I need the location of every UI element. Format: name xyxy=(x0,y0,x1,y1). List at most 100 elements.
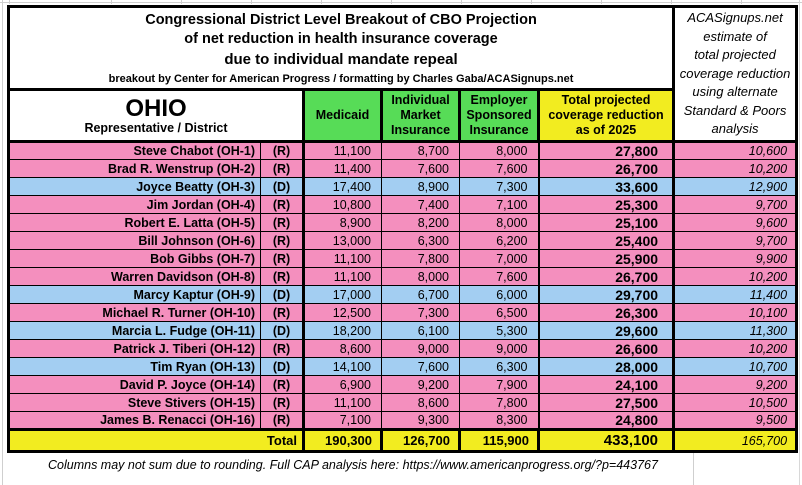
medicaid-value[interactable]: 12,500 xyxy=(303,303,382,322)
column-header-employer-sponsored[interactable]: Employer Sponsored Insurance xyxy=(458,88,540,143)
individual-market-value[interactable]: 9,000 xyxy=(381,339,460,358)
total-projected-value[interactable]: 33,600 xyxy=(537,177,676,196)
party-label[interactable]: (D) xyxy=(260,357,305,376)
medicaid-value[interactable]: 13,000 xyxy=(303,231,382,250)
representative-name[interactable]: Jim Jordan (OH-4) xyxy=(8,195,261,214)
party-label[interactable]: (D) xyxy=(260,177,305,196)
representative-name[interactable]: Joyce Beatty (OH-3) xyxy=(8,177,261,196)
acasignups-estimate-value[interactable]: 9,700 xyxy=(673,195,798,214)
representative-name[interactable]: Michael R. Turner (OH-10) xyxy=(8,303,261,322)
acasignups-estimate-value[interactable]: 10,200 xyxy=(673,267,798,286)
acasignups-estimate-value[interactable]: 9,500 xyxy=(673,411,798,430)
acasignups-estimate-value[interactable]: 9,200 xyxy=(673,375,798,394)
individual-market-value[interactable]: 7,400 xyxy=(381,195,460,214)
column-header-individual-market[interactable]: Individual Market Insurance xyxy=(380,88,461,143)
total-projected-value[interactable]: 27,800 xyxy=(537,141,676,160)
medicaid-value[interactable]: 14,100 xyxy=(303,357,382,376)
medicaid-value[interactable]: 17,400 xyxy=(303,177,382,196)
representative-name[interactable]: Warren Davidson (OH-8) xyxy=(8,267,261,286)
total-projected-value[interactable]: 25,300 xyxy=(537,195,676,214)
grand-total-value[interactable]: 433,100 xyxy=(536,428,676,453)
representative-name[interactable]: David P. Joyce (OH-14) xyxy=(8,375,261,394)
employer-sponsored-value[interactable]: 8,000 xyxy=(459,213,539,232)
acasignups-estimate-value[interactable]: 9,900 xyxy=(673,249,798,268)
acasignups-estimate-value[interactable]: 10,600 xyxy=(673,141,798,160)
party-label[interactable]: (R) xyxy=(260,393,305,412)
total-projected-value[interactable]: 26,700 xyxy=(537,267,676,286)
party-label[interactable]: (R) xyxy=(260,159,305,178)
medicaid-value[interactable]: 11,400 xyxy=(303,159,382,178)
medicaid-value[interactable]: 11,100 xyxy=(303,393,382,412)
party-label[interactable]: (R) xyxy=(260,141,305,160)
acasignups-estimate-value[interactable]: 10,200 xyxy=(673,159,798,178)
acasignups-estimate-value[interactable]: 12,900 xyxy=(673,177,798,196)
representative-name[interactable]: Steve Stivers (OH-15) xyxy=(8,393,261,412)
acasignups-estimate-value[interactable]: 10,200 xyxy=(673,339,798,358)
individual-market-value[interactable]: 8,600 xyxy=(381,393,460,412)
employer-sponsored-value[interactable]: 8,300 xyxy=(459,411,539,430)
total-projected-value[interactable]: 25,900 xyxy=(537,249,676,268)
individual-market-value[interactable]: 8,900 xyxy=(381,177,460,196)
employer-sponsored-value[interactable]: 7,300 xyxy=(459,177,539,196)
total-projected-value[interactable]: 25,400 xyxy=(537,231,676,250)
table-title[interactable]: Congressional District Level Breakout of… xyxy=(7,6,676,91)
individual-market-value[interactable]: 8,000 xyxy=(381,267,460,286)
total-projected-value[interactable]: 28,000 xyxy=(537,357,676,376)
party-label[interactable]: (R) xyxy=(260,339,305,358)
medicaid-value[interactable]: 8,900 xyxy=(303,213,382,232)
employer-sponsored-value[interactable]: 7,000 xyxy=(459,249,539,268)
individual-market-value[interactable]: 6,300 xyxy=(381,231,460,250)
acasignups-estimate-value[interactable]: 9,700 xyxy=(673,231,798,250)
representative-name[interactable]: Brad R. Wenstrup (OH-2) xyxy=(8,159,261,178)
medicaid-value[interactable]: 8,600 xyxy=(303,339,382,358)
column-header-medicaid[interactable]: Medicaid xyxy=(302,88,383,143)
acasignups-estimate-value[interactable]: 10,100 xyxy=(673,303,798,322)
employer-sponsored-value[interactable]: 5,300 xyxy=(459,321,539,340)
individual-market-value[interactable]: 6,100 xyxy=(381,321,460,340)
individual-market-value[interactable]: 6,700 xyxy=(381,285,460,304)
total-projected-value[interactable]: 26,700 xyxy=(537,159,676,178)
medicaid-value[interactable]: 18,200 xyxy=(303,321,382,340)
medicaid-value[interactable]: 10,800 xyxy=(303,195,382,214)
total-employer-sponsored-value[interactable]: 115,900 xyxy=(458,428,540,453)
representative-name[interactable]: Bill Johnson (OH-6) xyxy=(8,231,261,250)
total-projected-value[interactable]: 29,700 xyxy=(537,285,676,304)
employer-sponsored-value[interactable]: 6,500 xyxy=(459,303,539,322)
acasignups-estimate-header[interactable]: ACASignups.net estimate of total project… xyxy=(672,6,798,143)
party-label[interactable]: (R) xyxy=(260,411,305,430)
employer-sponsored-value[interactable]: 7,800 xyxy=(459,393,539,412)
individual-market-value[interactable]: 7,800 xyxy=(381,249,460,268)
total-projected-value[interactable]: 27,500 xyxy=(537,393,676,412)
total-label[interactable]: Total xyxy=(7,428,305,453)
acasignups-estimate-value[interactable]: 10,500 xyxy=(673,393,798,412)
party-label[interactable]: (R) xyxy=(260,249,305,268)
representative-name[interactable]: Patrick J. Tiberi (OH-12) xyxy=(8,339,261,358)
total-projected-value[interactable]: 26,600 xyxy=(537,339,676,358)
employer-sponsored-value[interactable]: 7,900 xyxy=(459,375,539,394)
party-label[interactable]: (R) xyxy=(260,213,305,232)
total-projected-value[interactable]: 29,600 xyxy=(537,321,676,340)
party-label[interactable]: (R) xyxy=(260,375,305,394)
column-header-total-projected[interactable]: Total projected coverage reduction as of… xyxy=(536,88,676,143)
medicaid-value[interactable]: 11,100 xyxy=(303,141,382,160)
medicaid-value[interactable]: 17,000 xyxy=(303,285,382,304)
employer-sponsored-value[interactable]: 6,200 xyxy=(459,231,539,250)
state-header-cell[interactable]: OHIO Representative / District xyxy=(7,88,305,143)
total-projected-value[interactable]: 24,800 xyxy=(537,411,676,430)
representative-name[interactable]: Tim Ryan (OH-13) xyxy=(8,357,261,376)
total-individual-market-value[interactable]: 126,700 xyxy=(380,428,461,453)
representative-name[interactable]: James B. Renacci (OH-16) xyxy=(8,411,261,430)
medicaid-value[interactable]: 11,100 xyxy=(303,249,382,268)
employer-sponsored-value[interactable]: 8,000 xyxy=(459,141,539,160)
acasignups-estimate-value[interactable]: 10,700 xyxy=(673,357,798,376)
representative-name[interactable]: Bob Gibbs (OH-7) xyxy=(8,249,261,268)
party-label[interactable]: (D) xyxy=(260,321,305,340)
employer-sponsored-value[interactable]: 9,000 xyxy=(459,339,539,358)
individual-market-value[interactable]: 7,300 xyxy=(381,303,460,322)
individual-market-value[interactable]: 7,600 xyxy=(381,159,460,178)
employer-sponsored-value[interactable]: 7,600 xyxy=(459,267,539,286)
party-label[interactable]: (R) xyxy=(260,195,305,214)
medicaid-value[interactable]: 7,100 xyxy=(303,411,382,430)
acasignups-estimate-value[interactable]: 11,300 xyxy=(673,321,798,340)
total-projected-value[interactable]: 25,100 xyxy=(537,213,676,232)
